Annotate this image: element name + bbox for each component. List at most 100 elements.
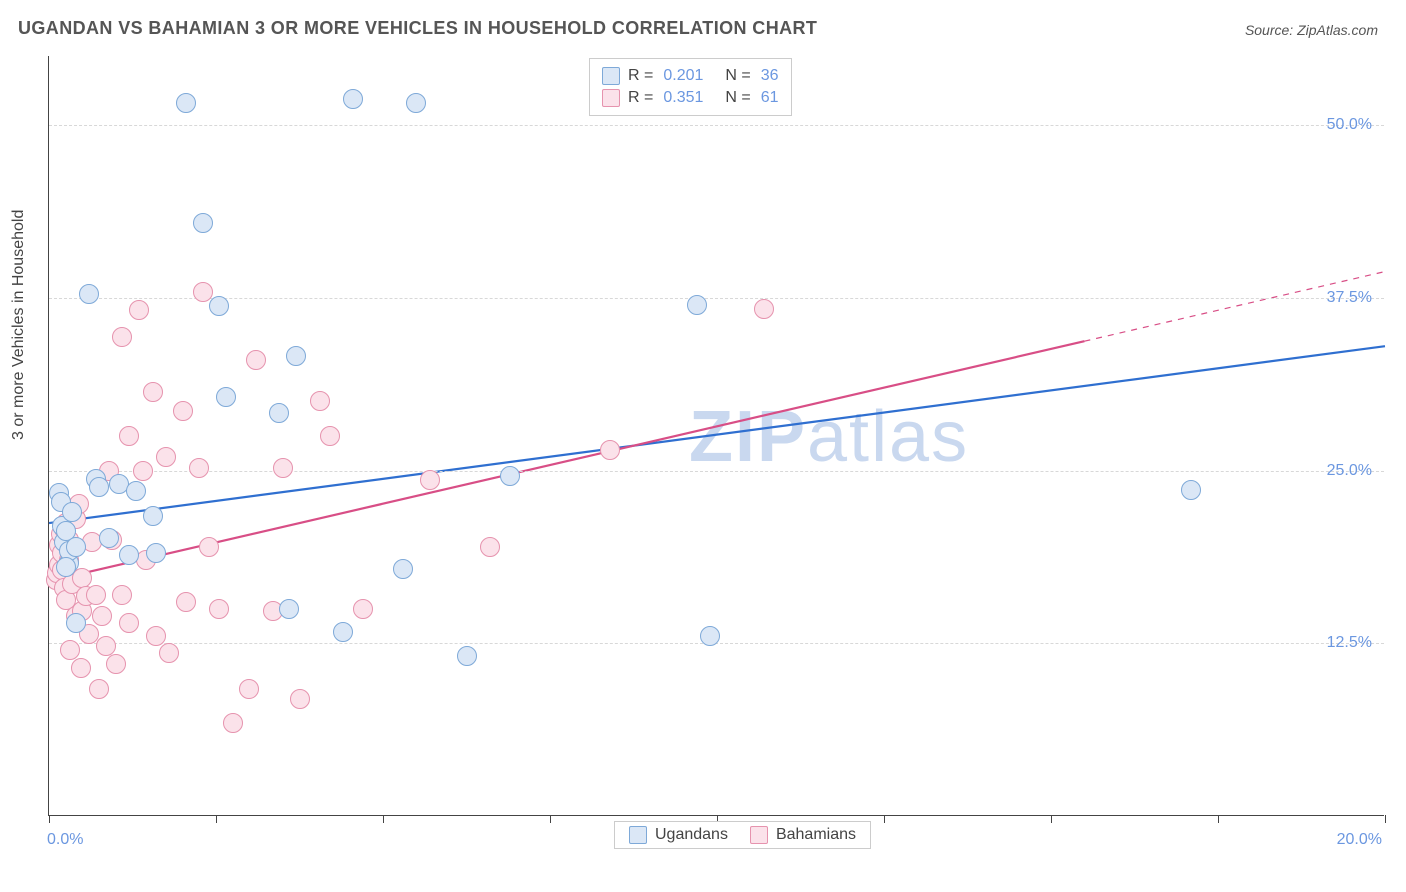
chart-title: UGANDAN VS BAHAMIAN 3 OR MORE VEHICLES I…	[18, 18, 817, 39]
ugandans-point	[126, 481, 146, 501]
ugandans-point	[500, 466, 520, 486]
legend-swatch	[602, 67, 620, 85]
bahamians-point	[273, 458, 293, 478]
source-attribution: Source: ZipAtlas.com	[1245, 22, 1378, 38]
y-axis-label: 3 or more Vehicles in Household	[10, 210, 28, 440]
bahamians-point	[96, 636, 116, 656]
x-tick	[884, 815, 885, 823]
correlation-legend: R = 0.201 N = 36 R = 0.351 N = 61	[589, 58, 792, 116]
bahamians-point	[290, 689, 310, 709]
legend-n-key: N =	[725, 65, 750, 87]
bahamians-point	[60, 640, 80, 660]
y-tick-label: 25.0%	[1327, 462, 1372, 480]
legend-n-key: N =	[725, 87, 750, 109]
bahamians-point	[310, 391, 330, 411]
ugandans-point	[269, 403, 289, 423]
bahamians-point	[156, 447, 176, 467]
x-label-min: 0.0%	[47, 831, 83, 849]
bahamians-point	[112, 327, 132, 347]
gridline	[49, 471, 1384, 472]
legend-label: Bahamians	[776, 826, 856, 844]
ugandans-point	[406, 93, 426, 113]
bahamians-point	[146, 626, 166, 646]
bahamians-point	[106, 654, 126, 674]
ugandans-point	[209, 296, 229, 316]
ugandans-point	[62, 502, 82, 522]
bahamians-point	[189, 458, 209, 478]
legend-swatch	[602, 89, 620, 107]
ugandans-point	[700, 626, 720, 646]
legend-item-bahamians: Bahamians	[750, 826, 856, 844]
x-tick	[1218, 815, 1219, 823]
bahamians-point	[119, 426, 139, 446]
plot-area: ZIPatlas 12.5%25.0%37.5%50.0%0.0%20.0%R …	[48, 56, 1384, 816]
bahamians-point	[199, 537, 219, 557]
bahamians-point	[239, 679, 259, 699]
bahamians-point	[420, 470, 440, 490]
x-tick	[1051, 815, 1052, 823]
bahamians-point	[119, 613, 139, 633]
legend-n-value: 61	[761, 87, 779, 109]
bahamians-point	[71, 658, 91, 678]
ugandans-point	[216, 387, 236, 407]
legend-r-key: R =	[628, 87, 653, 109]
bahamians-point	[320, 426, 340, 446]
gridline	[49, 125, 1384, 126]
bahamians-point	[133, 461, 153, 481]
ugandans-point	[333, 622, 353, 642]
ugandans-point	[66, 537, 86, 557]
ugandans-point	[279, 599, 299, 619]
legend-swatch	[750, 826, 768, 844]
bahamians-point	[176, 592, 196, 612]
bahamians-point	[72, 568, 92, 588]
ugandans-point	[687, 295, 707, 315]
series-legend: Ugandans Bahamians	[614, 821, 871, 849]
x-tick	[49, 815, 50, 823]
ugandans-point	[143, 506, 163, 526]
ugandans-point	[193, 213, 213, 233]
legend-row-ugandans: R = 0.201 N = 36	[602, 65, 779, 87]
legend-row-bahamians: R = 0.351 N = 61	[602, 87, 779, 109]
ugandans-point	[66, 613, 86, 633]
legend-n-value: 36	[761, 65, 779, 87]
bahamians-point	[112, 585, 132, 605]
bahamians-point	[86, 585, 106, 605]
ugandans-point	[457, 646, 477, 666]
x-tick	[550, 815, 551, 823]
chart-frame: UGANDAN VS BAHAMIAN 3 OR MORE VEHICLES I…	[0, 0, 1406, 892]
ugandans-point	[286, 346, 306, 366]
bahamians-point	[173, 401, 193, 421]
bahamians-point	[223, 713, 243, 733]
ugandans-point	[146, 543, 166, 563]
y-tick-label: 37.5%	[1327, 289, 1372, 307]
gridline	[49, 298, 1384, 299]
x-tick	[1385, 815, 1386, 823]
bahamians-point	[129, 300, 149, 320]
ugandans-point	[1181, 480, 1201, 500]
bahamians-point	[600, 440, 620, 460]
bahamians-point	[353, 599, 373, 619]
bahamians-point	[89, 679, 109, 699]
bahamians-point	[246, 350, 266, 370]
ugandans-point	[393, 559, 413, 579]
bahamians-point	[193, 282, 213, 302]
legend-r-value: 0.201	[663, 65, 703, 87]
legend-label: Ugandans	[655, 826, 728, 844]
legend-r-key: R =	[628, 65, 653, 87]
ugandans-point	[56, 557, 76, 577]
bahamians-point	[159, 643, 179, 663]
x-tick	[383, 815, 384, 823]
x-tick	[216, 815, 217, 823]
trend-lines-layer	[49, 56, 1384, 815]
bahamians-point	[754, 299, 774, 319]
legend-r-value: 0.351	[663, 87, 703, 109]
ugandans-point	[119, 545, 139, 565]
ugandans-point	[99, 528, 119, 548]
y-tick-label: 50.0%	[1327, 116, 1372, 134]
ugandans-point	[79, 284, 99, 304]
y-tick-label: 12.5%	[1327, 634, 1372, 652]
ugandans-point	[176, 93, 196, 113]
bahamians-point	[92, 606, 112, 626]
bahamians-point	[143, 382, 163, 402]
x-label-max: 20.0%	[1337, 831, 1382, 849]
